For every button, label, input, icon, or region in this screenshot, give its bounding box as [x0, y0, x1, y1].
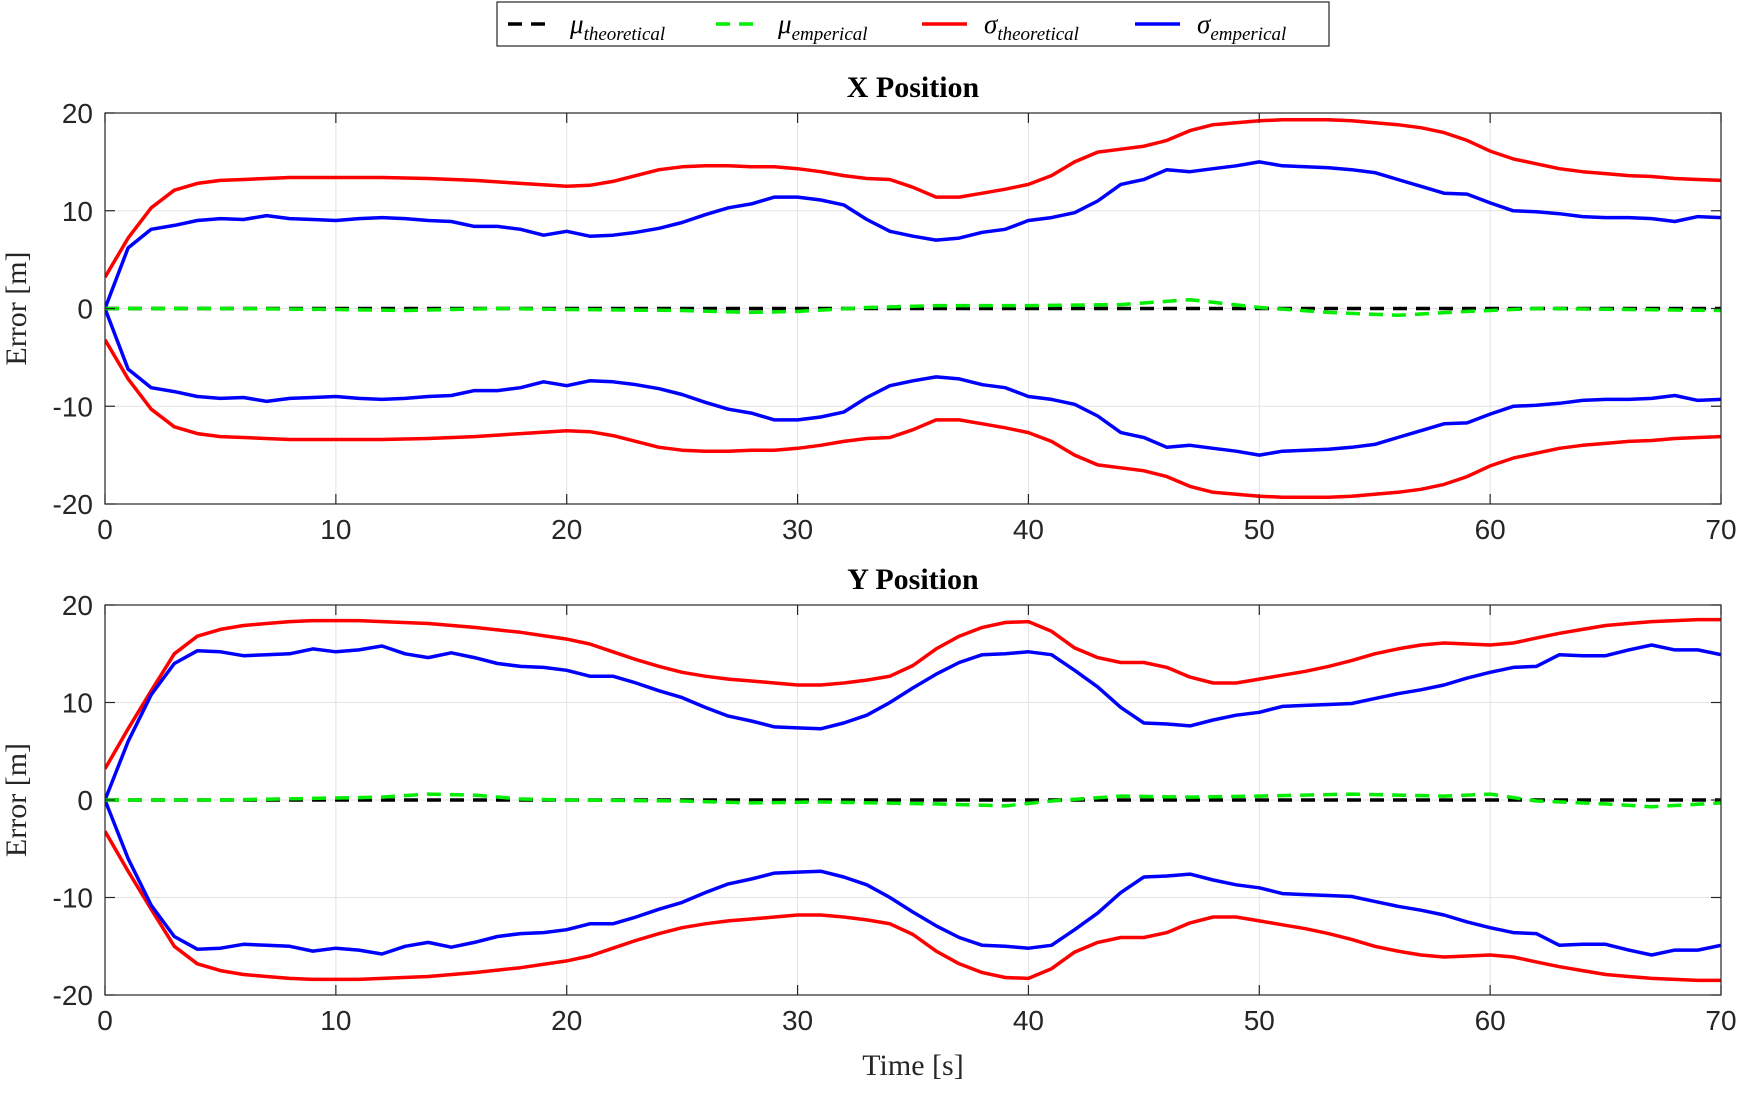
y-tick-label: 20	[62, 590, 93, 621]
series-line-sigma-theoretical-upper	[105, 118, 1721, 279]
legend-subscript: theoretical	[997, 24, 1079, 45]
plot-title: X Position	[847, 71, 980, 104]
x-tick-label: 0	[97, 514, 113, 545]
x-tick-label: 0	[97, 1005, 113, 1036]
x-tick-label: 60	[1475, 1005, 1506, 1036]
legend-symbol: μ	[777, 9, 792, 39]
y-tick-label: 0	[77, 294, 93, 325]
x-tick-label: 50	[1244, 514, 1275, 545]
legend-label: σemperical	[1197, 9, 1286, 45]
series-line-sigma-emperical-lower	[105, 307, 1721, 457]
legend: μtheoretical μemperical σtheoretical σemper…	[496, 1, 1330, 47]
y-tick-label: -20	[53, 980, 93, 1011]
legend-label: σtheoretical	[984, 9, 1079, 45]
legend-subscript: emperical	[1210, 24, 1286, 45]
x-tick-label: 70	[1705, 514, 1736, 545]
x-axis-label: Time [s]	[862, 1049, 963, 1082]
plot-y-position: 0 10 20 30 40 50 60 70 -20 -10 0 10 20 Y Position Erro…	[0, 563, 1737, 1082]
legend-label: μemperical	[777, 9, 868, 45]
x-tick-label: 30	[782, 514, 813, 545]
legend-box	[496, 1, 1330, 47]
legend-symbol: μ	[569, 9, 584, 39]
series-line-sigma-emperical-upper	[105, 643, 1721, 801]
y-tick-label: -10	[53, 883, 93, 914]
x-tick-label: 30	[782, 1005, 813, 1036]
legend-subscript: emperical	[792, 24, 868, 45]
x-tick-label: 10	[320, 514, 351, 545]
series-group	[105, 617, 1721, 983]
x-tick-label: 50	[1244, 1005, 1275, 1036]
y-axis-label: Error [m]	[0, 251, 33, 365]
x-tick-label: 70	[1705, 1005, 1736, 1036]
legend-symbol: σ	[984, 9, 999, 39]
y-axis-label: Error [m]	[0, 743, 33, 857]
series-line-sigma-theoretical-upper	[105, 617, 1721, 770]
series-line-sigma-emperical-upper	[105, 160, 1721, 310]
series-line-sigma-emperical-lower	[105, 799, 1721, 957]
series-line-sigma-theoretical-lower	[105, 830, 1721, 983]
legend-symbol: σ	[1197, 9, 1212, 39]
x-tick-label: 20	[551, 1005, 582, 1036]
legend-subscript: theoretical	[584, 24, 666, 45]
x-tick-label: 40	[1013, 1005, 1044, 1036]
x-tick-label: 10	[320, 1005, 351, 1036]
y-tick-label: -10	[53, 391, 93, 422]
series-group	[105, 118, 1721, 499]
series-line-sigma-theoretical-lower	[105, 338, 1721, 499]
series-line-mu-emperical	[105, 297, 1721, 318]
y-tick-label: 0	[77, 785, 93, 816]
x-tick-label: 40	[1013, 514, 1044, 545]
y-tick-label: 10	[62, 196, 93, 227]
plot-x-position: 0 10 20 30 40 50 60 70 -20 -10 0 10 20 X Position Erro…	[0, 71, 1737, 545]
y-tick-label: 20	[62, 98, 93, 129]
x-tick-label: 60	[1475, 514, 1506, 545]
legend-label: μtheoretical	[569, 9, 665, 45]
y-tick-label: -20	[53, 489, 93, 520]
y-tick-label: 10	[62, 688, 93, 719]
x-tick-label: 20	[551, 514, 582, 545]
plot-title: Y Position	[847, 563, 979, 596]
series-line-mu-emperical	[105, 792, 1721, 809]
